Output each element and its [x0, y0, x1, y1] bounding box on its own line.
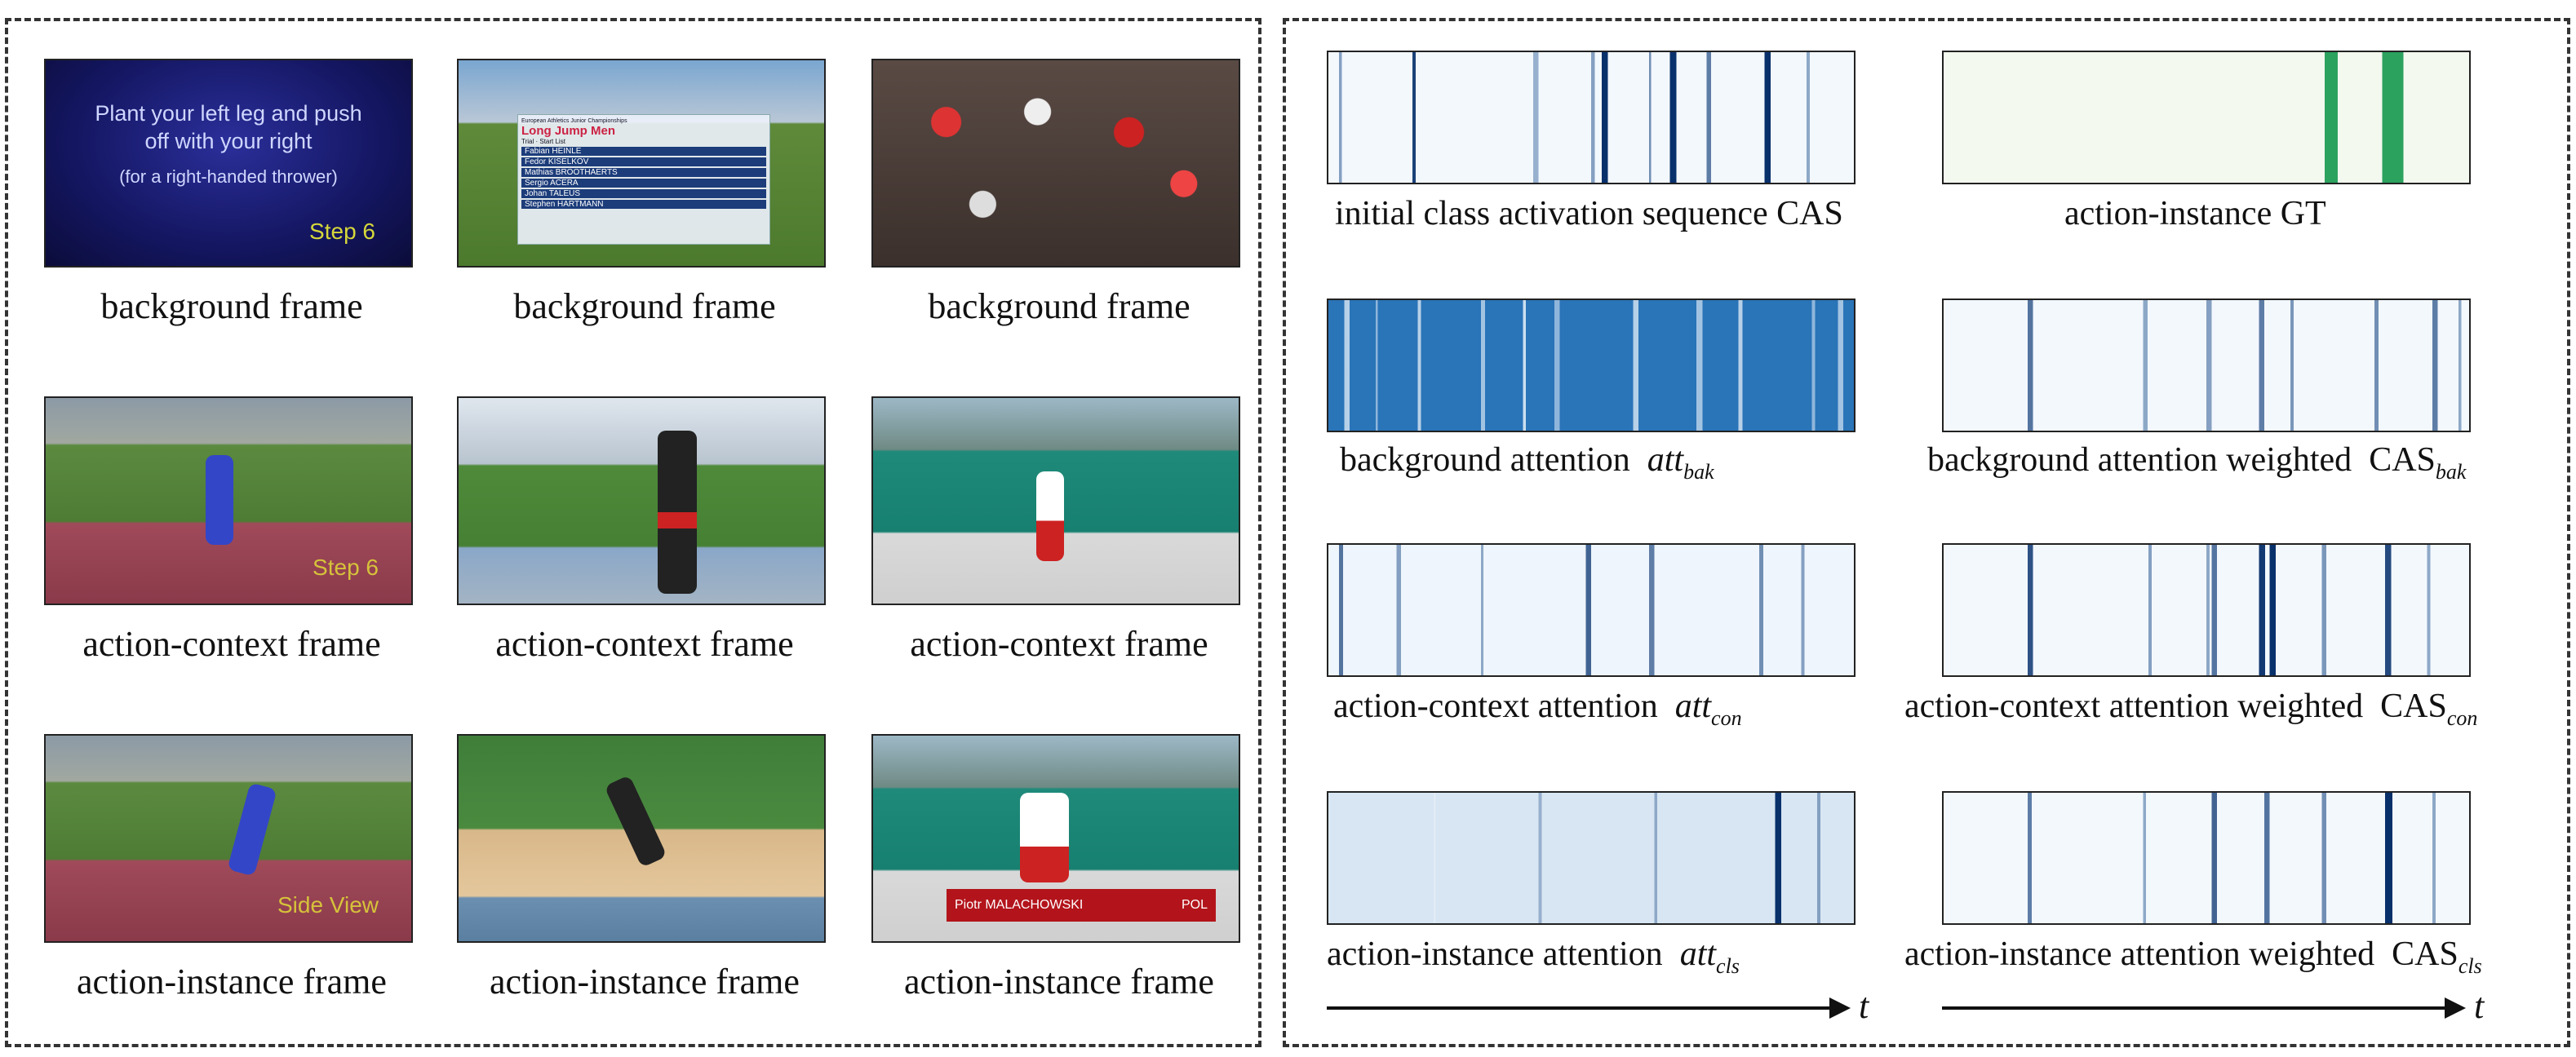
strip-caption: initial class activation sequence CAS: [1335, 195, 1843, 232]
frame-background-1: Plant your left leg and push off with yo…: [44, 59, 413, 268]
frame-caption: action-instance frame: [490, 962, 800, 1002]
overlay-text: Step 6: [309, 219, 375, 244]
strip-caption: action-instance attention weighted CAScl…: [1904, 935, 2482, 978]
frame-caption: action-instance frame: [904, 962, 1214, 1002]
frame-caption: action-context frame: [495, 624, 794, 664]
strip-action-context-weighted-cas: [1942, 543, 2471, 677]
strip-caption: background attention weighted CASbak: [1927, 441, 2467, 484]
overlay-text: Fabian HEINLE: [521, 147, 766, 156]
frame-caption: action-context frame: [910, 624, 1208, 664]
strip-caption: background attention attbak: [1340, 441, 1714, 484]
strip-action-context-attention: [1327, 543, 1856, 677]
overlay-text: Plant your left leg and push: [95, 101, 362, 126]
strip-action-instance-gt: [1942, 51, 2471, 184]
frame-action-instance-3: Piotr MALACHOWSKI POL: [871, 734, 1240, 943]
frames-panel: [5, 18, 1261, 1047]
overlay-text: Side View: [277, 892, 379, 918]
frame-action-context-2: [457, 396, 826, 605]
frame-action-context-3: [871, 396, 1240, 605]
frame-caption: action-instance frame: [77, 962, 387, 1002]
frame-action-instance-1: Side View: [44, 734, 413, 943]
overlay-text: Sergio ACERA: [521, 179, 766, 188]
frame-caption: background frame: [100, 286, 363, 326]
overlay-text: Stephen HARTMANN: [521, 200, 766, 209]
frame-caption: background frame: [928, 286, 1190, 326]
strip-initial-cas: [1327, 51, 1856, 184]
overlay-text: Piotr MALACHOWSKI: [955, 898, 1084, 912]
time-axis-label: t: [1859, 986, 1869, 1026]
overlay-text: Long Jump Men: [521, 124, 615, 138]
overlay-text: Mathias BROOTHAERTS: [521, 168, 766, 177]
time-axis-arrow: [1942, 997, 2466, 1019]
overlay-text: Step 6: [313, 555, 379, 580]
strip-caption: action-context attention weighted CAScon: [1904, 688, 2478, 730]
strip-caption: action-context attention attcon: [1333, 688, 1742, 730]
strip-action-instance-attention: [1327, 791, 1856, 925]
strip-background-weighted-cas: [1942, 299, 2471, 432]
overlay-text: off with your right: [144, 129, 313, 153]
overlay-text: Fedor KISELKOV: [521, 157, 766, 166]
sequences-panel: [1283, 18, 2570, 1047]
overlay-text: Johan TALEUS: [521, 189, 766, 198]
frame-caption: action-context frame: [82, 624, 381, 664]
time-axis-arrow: [1327, 997, 1851, 1019]
frame-caption: background frame: [513, 286, 776, 326]
overlay-text: Trial · Start List: [521, 138, 565, 145]
strip-caption: action-instance GT: [2064, 195, 2326, 232]
time-axis-label: t: [2474, 986, 2485, 1026]
overlay-text: (for a right-handed thrower): [119, 166, 338, 187]
frame-action-instance-2: [457, 734, 826, 943]
strip-background-attention: [1327, 299, 1856, 432]
overlay-text: European Athletics Junior Championships: [521, 118, 627, 124]
frame-background-2: European Athletics Junior Championships …: [457, 59, 826, 268]
frame-background-3: [871, 59, 1240, 268]
frame-action-context-1: Step 6: [44, 396, 413, 605]
strip-caption: action-instance attention attcls: [1327, 935, 1740, 978]
strip-action-instance-weighted-cas: [1942, 791, 2471, 925]
overlay-text: POL: [1181, 898, 1208, 912]
